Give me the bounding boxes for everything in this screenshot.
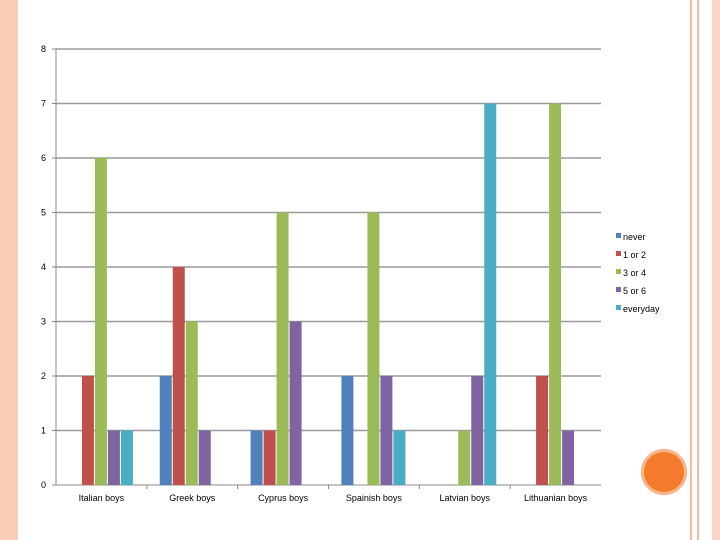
bar-2-0	[250, 430, 263, 485]
x-category-label-5: Lithuanian boys	[524, 493, 588, 503]
bar-2-2	[276, 212, 289, 485]
bar-3-0	[341, 376, 354, 485]
y-tick-labels: 0 1 2 3 4 5 6 7 8	[41, 44, 46, 490]
x-category-label-0: Italian boys	[79, 493, 125, 503]
bar-5-3	[562, 430, 575, 485]
bar-0-4	[120, 430, 133, 485]
bar-1-2	[185, 321, 198, 485]
bar-3-3	[380, 376, 393, 485]
bar-4-4	[484, 103, 497, 485]
bar-0-1	[81, 376, 94, 485]
x-category-label-1: Greek boys	[169, 493, 216, 503]
bar-2-1	[263, 430, 276, 485]
x-category-label-2: Cyprus boys	[258, 493, 309, 503]
bar-5-2	[549, 103, 562, 485]
y-tick-label-7: 7	[41, 99, 46, 109]
x-category-label-4: Latvian boys	[439, 493, 490, 503]
legend-swatch-1	[616, 251, 621, 256]
axes	[52, 48, 601, 489]
y-tick-label-5: 5	[41, 208, 46, 218]
y-tick-label-4: 4	[41, 262, 46, 272]
bar-1-3	[198, 430, 211, 485]
y-tick-label-2: 2	[41, 371, 46, 381]
y-tick-label-3: 3	[41, 317, 46, 327]
legend-label-0: never	[623, 232, 646, 242]
bar-0-3	[107, 430, 120, 485]
right-border-line-outer	[690, 0, 692, 540]
gridlines	[56, 48, 601, 432]
bar-1-0	[159, 376, 172, 485]
y-tick-label-8: 8	[41, 44, 46, 54]
bar-0-2	[94, 158, 107, 485]
legend-swatch-0	[616, 233, 621, 238]
x-category-label-3: Spainish boys	[346, 493, 403, 503]
decorative-orange-circle	[641, 449, 687, 495]
bar-5-1	[536, 376, 549, 485]
bar-2-3	[289, 321, 302, 485]
legend-swatch-2	[616, 269, 621, 274]
legend-label-4: everyday	[623, 304, 660, 314]
bar-3-2	[367, 212, 380, 485]
legend-swatch-3	[616, 287, 621, 292]
y-tick-label-0: 0	[41, 480, 46, 490]
legend: never 1 or 2 3 or 4 5 or 6 everyday	[616, 232, 660, 314]
legend-label-3: 5 or 6	[623, 286, 646, 296]
right-border-stripe	[712, 0, 720, 540]
bar-3-4	[393, 430, 406, 485]
legend-label-2: 3 or 4	[623, 268, 646, 278]
bars	[81, 103, 575, 485]
legend-label-1: 1 or 2	[623, 250, 646, 260]
y-tick-label-6: 6	[41, 153, 46, 163]
bar-4-3	[471, 376, 484, 485]
legend-swatch-4	[616, 305, 621, 310]
y-tick-label-1: 1	[41, 426, 46, 436]
left-border-stripe	[0, 0, 18, 540]
right-border-line-inner	[697, 0, 699, 540]
bar-1-1	[172, 267, 185, 485]
x-category-labels: Italian boys Greek boys Cyprus boys Spainis…	[79, 493, 588, 503]
bar-4-2	[458, 430, 471, 485]
